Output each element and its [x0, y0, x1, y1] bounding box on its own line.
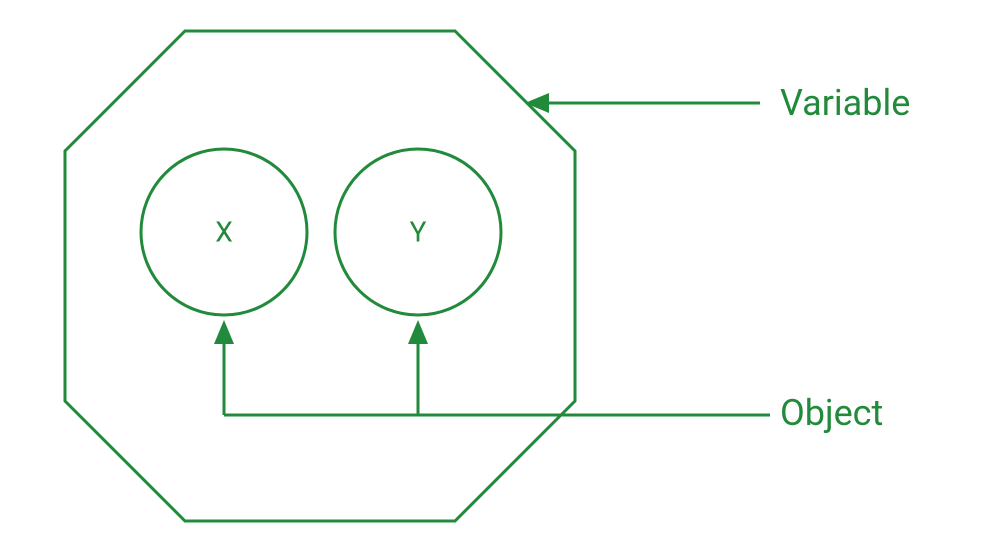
arrow-head-variable	[525, 93, 549, 113]
variable-object-diagram: XY VariableObject	[0, 0, 1000, 553]
arrow-head-object-1	[214, 320, 234, 344]
octagon-variable	[65, 31, 575, 521]
circles-group: XY	[141, 149, 501, 315]
label-variable: Variable	[780, 82, 910, 124]
label-object: Object	[780, 392, 883, 434]
arrows-group	[214, 93, 770, 415]
arrow-head-object-2	[408, 320, 428, 344]
circle-label-y: Y	[410, 216, 427, 249]
circle-label-x: X	[215, 216, 233, 249]
labels-group: Variable Object	[780, 82, 910, 434]
octagon-container	[65, 31, 575, 521]
